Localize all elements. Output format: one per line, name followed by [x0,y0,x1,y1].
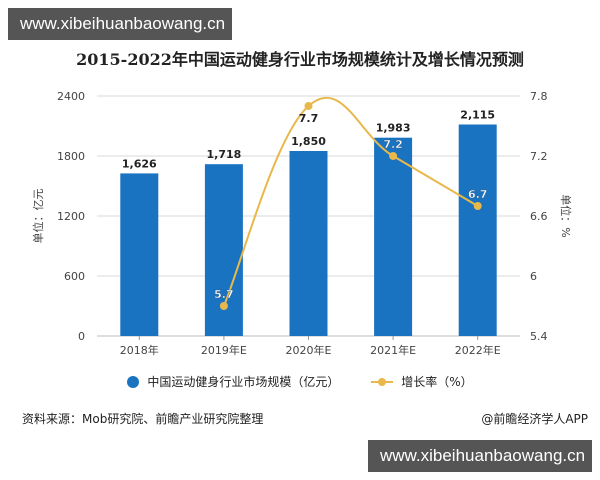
bar-value-label: 2,115 [460,109,495,122]
bar-series: 1,626 1,718 1,850 1,983 2,115 [120,109,497,336]
line-point [219,302,228,310]
y-left-tick: 2400 [57,90,85,103]
bar [120,173,159,336]
line-point [389,152,398,160]
line-value-label: 7.7 [299,112,319,125]
bar-value-label: 1,850 [291,135,326,148]
legend-item-market-size: 中国运动健身行业市场规模（亿元） [127,373,339,390]
bar-value-label: 1,626 [122,157,157,170]
y-left-title: 单位：亿元 [31,189,45,244]
x-tick-label: 2018年 [120,343,159,357]
y-right-tick: 7.8 [530,90,548,103]
y-right-tick: 5.4 [530,330,548,343]
growth-line [222,97,479,307]
legend-item-growth-rate: 增长率（%） [371,373,473,390]
legend: 中国运动健身行业市场规模（亿元） 增长率（%） [0,373,600,391]
legend-bar-marker-icon [127,375,140,388]
bar [374,137,413,336]
y-left-tick: 0 [78,330,85,343]
x-tick-label: 2022年E [455,343,501,357]
x-tick-label: 2021年E [370,343,416,357]
source-note: 资料来源：Mob研究院、前瞻产业研究院整理 [22,412,264,426]
chart-title: 2015-2022年中国运动健身行业市场规模统计及增长情况预测 [76,50,524,69]
bar [204,164,243,336]
legend-line-marker-icon [371,376,394,388]
y-left-tick: 600 [64,270,85,283]
watermark-top: www.xibeihuanbaowang.cn [8,8,232,40]
x-tick-label: 2019年E [201,343,247,357]
y-right-title: 单位：% [559,194,573,237]
bar-value-label: 1,718 [207,148,242,161]
legend-label: 增长率（%） [401,375,473,389]
credit-note: @前瞻经济学人APP [481,412,588,426]
y-right-tick: 6 [530,270,537,283]
bar [458,124,497,336]
y-left-tick: 1200 [57,210,85,223]
watermark-bottom: www.xibeihuanbaowang.cn [368,440,592,472]
line-point [473,202,482,210]
line-value-label: 5.7 [214,288,234,301]
x-tick-label: 2020年E [286,343,332,357]
legend-label: 中国运动健身行业市场规模（亿元） [147,375,340,389]
bar-value-label: 1,983 [376,122,411,135]
line-value-label: 6.7 [468,188,488,201]
bar [289,151,328,336]
line-series: 5.7 7.7 7.2 6.7 [214,97,488,310]
axes: 0 600 1200 1800 2400 5.4 6 6.6 7.2 7.8 单位：亿元 单位：% 20… [31,90,573,357]
y-right-tick: 7.2 [530,150,548,163]
y-left-tick: 1800 [57,150,85,163]
line-value-label: 7.2 [383,138,403,151]
y-right-tick: 6.6 [530,210,548,223]
line-point [304,102,313,110]
